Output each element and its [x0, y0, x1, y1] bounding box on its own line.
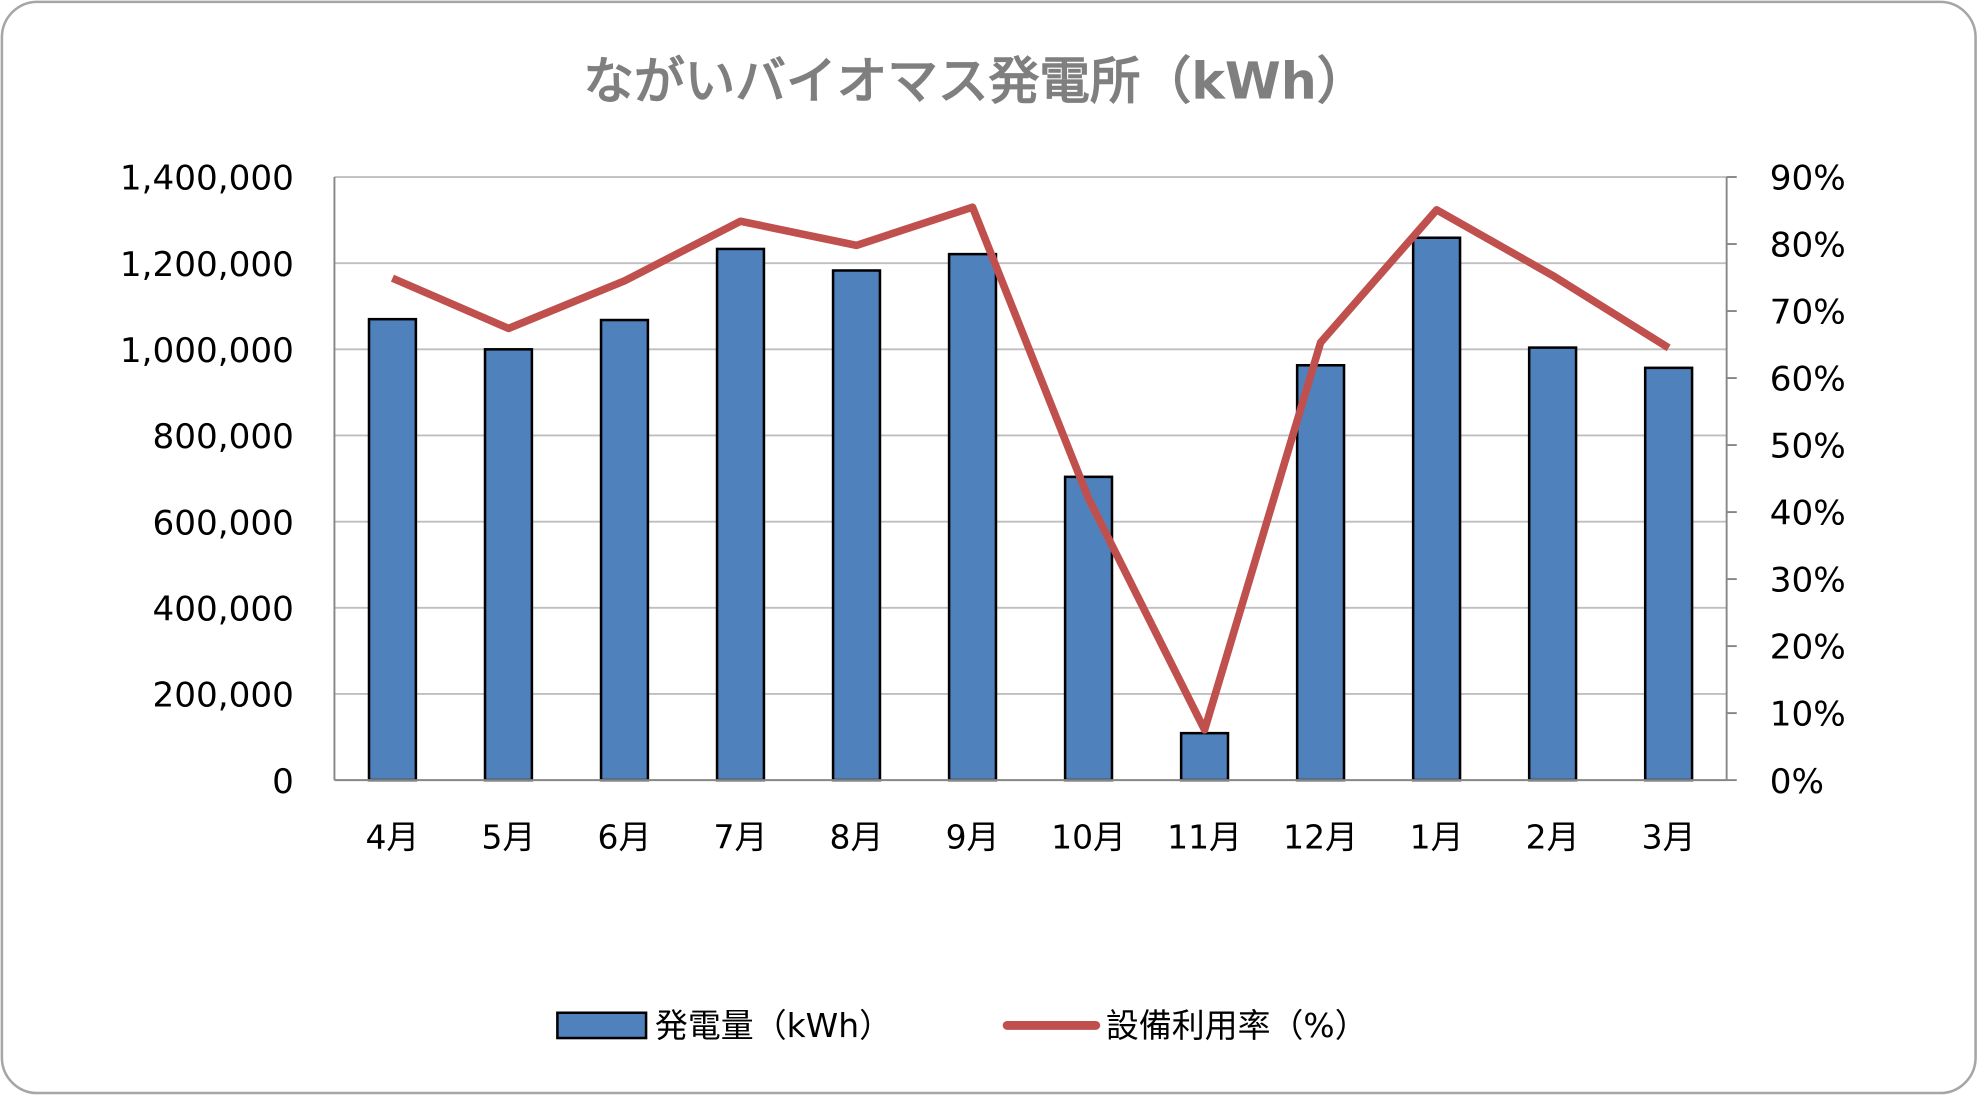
x-tick-label: 6月 [598, 817, 652, 856]
x-tick-label: 8月 [830, 817, 884, 856]
bar-1月 [1411, 236, 1462, 782]
y-left-tick-label: 200,000 [153, 676, 294, 716]
bar-4月 [367, 317, 418, 782]
utilization-line [390, 203, 1671, 734]
bar-7月 [715, 247, 766, 782]
x-tick-label: 9月 [946, 817, 1000, 856]
y-left-tick-label: 600,000 [153, 503, 294, 543]
x-tick-label: 3月 [1642, 817, 1696, 856]
x-tick-label: 4月 [366, 817, 420, 856]
legend-label-bar: 発電量（kWh） [655, 1006, 892, 1045]
y-left-tick-label: 0 [272, 762, 294, 802]
y-right-tick-label: 90% [1770, 159, 1846, 199]
y-right-tick-label: 0% [1770, 762, 1824, 802]
x-tick-label: 2月 [1526, 817, 1580, 856]
bar-2月 [1527, 346, 1578, 782]
bar-12月 [1295, 364, 1346, 782]
x-tick-label: 7月 [714, 817, 768, 856]
y-left-tick-label: 1,400,000 [120, 159, 294, 199]
y-right-tick-label: 80% [1770, 226, 1846, 266]
y-left-tick-label: 400,000 [153, 589, 294, 629]
y-left-tick-label: 800,000 [153, 417, 294, 457]
y-right-tick-label: 70% [1770, 293, 1846, 333]
x-tick-label: 5月 [482, 817, 536, 856]
y-right-tick-label: 30% [1770, 561, 1846, 601]
x-tick-label: 1月 [1410, 817, 1464, 856]
legend: 発電量（kWh） 設備利用率（%） [556, 1006, 1368, 1045]
y-right-tick-label: 40% [1770, 494, 1846, 534]
y-right-tick-label: 10% [1770, 695, 1846, 735]
bar-9月 [947, 252, 998, 782]
bar-5月 [483, 348, 534, 782]
x-tick-label: 12月 [1283, 817, 1358, 856]
x-tick-label: 10月 [1051, 817, 1126, 856]
bar-3月 [1643, 366, 1694, 782]
x-tick-label: 11月 [1167, 817, 1242, 856]
chart-title: ながいバイオマス発電所（kWh） [583, 52, 1367, 111]
bar-8月 [831, 269, 882, 782]
bar-11月 [1179, 731, 1230, 782]
y-right-tick-label: 20% [1770, 628, 1846, 668]
y-left-tick-label: 1,000,000 [120, 331, 294, 371]
bar-10月 [1063, 475, 1114, 782]
legend-label-line: 設備利用率（%） [1106, 1006, 1368, 1045]
y-right-tick-label: 50% [1770, 427, 1846, 467]
y-right-tick-label: 60% [1770, 360, 1846, 400]
bar-6月 [599, 318, 650, 782]
legend-swatch-bar [556, 1011, 648, 1040]
y-left-tick-label: 1,200,000 [120, 245, 294, 285]
